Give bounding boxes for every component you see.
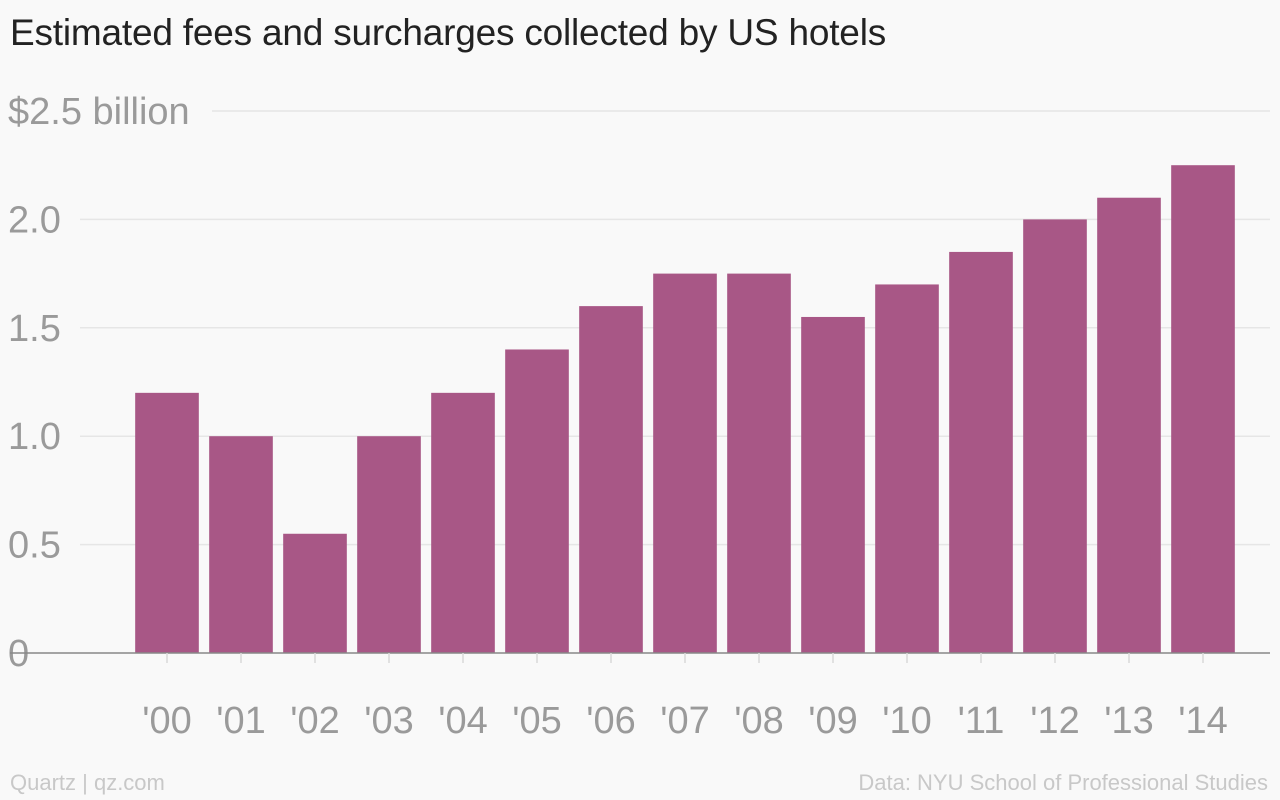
bar (801, 316, 865, 653)
x-tick-label: '11 (958, 700, 1005, 742)
x-tick-label: '05 (512, 700, 562, 742)
y-tick-label: 2.0 (8, 199, 61, 241)
x-tick-label: '13 (1104, 700, 1154, 742)
x-tick-label: '00 (142, 700, 192, 742)
y-tick-label: 1.5 (8, 308, 61, 350)
y-tick-label: 0 (8, 633, 29, 675)
bar (727, 273, 791, 653)
source-credit: Quartz | qz.com (10, 770, 165, 795)
bar (1023, 219, 1087, 653)
x-tick-label: '01 (216, 700, 266, 742)
bar (209, 436, 273, 653)
x-tick-label: '12 (1030, 700, 1080, 742)
data-source: Data: NYU School of Professional Studies (858, 770, 1268, 795)
bars (135, 165, 1235, 654)
x-tick-label: '09 (808, 700, 858, 742)
bar (949, 251, 1013, 654)
bar (505, 349, 569, 653)
bar (875, 284, 939, 653)
y-tick-label: $2.5 billion (8, 91, 190, 133)
x-tick-label: '02 (290, 700, 340, 742)
y-tick-label: 0.5 (8, 525, 61, 567)
x-tick-label: '14 (1178, 700, 1228, 742)
y-axis: 0 0.5 1.0 1.5 2.0 $2.5 billion (8, 91, 190, 675)
bar (283, 533, 347, 653)
x-tick-label: '10 (882, 700, 932, 742)
bar (135, 392, 199, 653)
x-tick-label: '08 (734, 700, 784, 742)
bar (579, 306, 643, 653)
bar (1171, 165, 1235, 653)
x-tick-label: '06 (586, 700, 636, 742)
x-tick-label: '04 (438, 700, 488, 742)
x-tick-label: '07 (660, 700, 710, 742)
bar (431, 392, 495, 653)
chart-title: Estimated fees and surcharges collected … (10, 12, 887, 53)
x-axis: '00 '01 '02 '03 '04 '05 '06 '07 '08 '09 '10 '11 '12 '… (142, 653, 1228, 742)
y-tick-label: 1.0 (8, 416, 61, 458)
x-tick-label: '03 (364, 700, 414, 742)
bar (653, 273, 717, 653)
bar (1097, 197, 1161, 653)
bar (357, 436, 421, 653)
